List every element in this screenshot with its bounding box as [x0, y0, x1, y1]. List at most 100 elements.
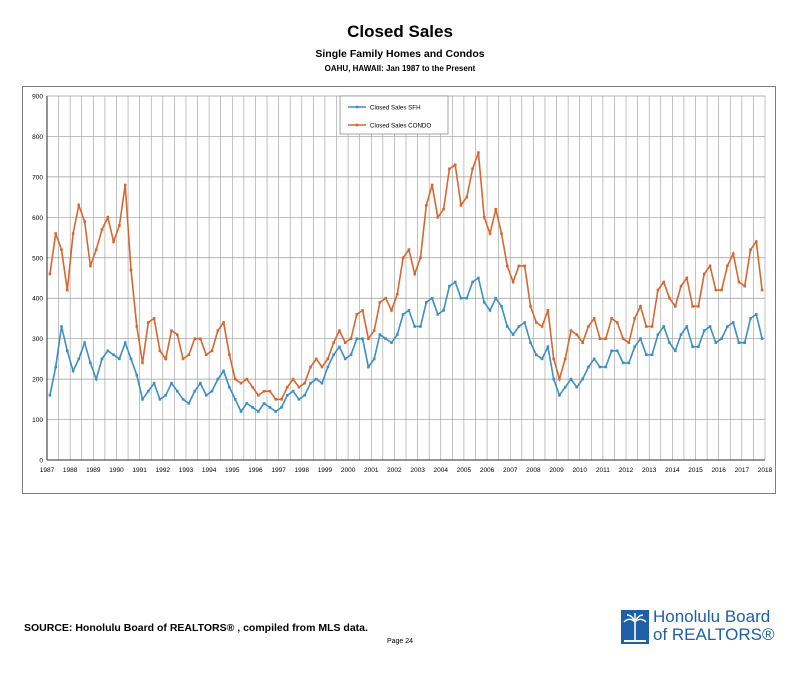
data-point-condo	[453, 163, 457, 167]
data-point-condo	[372, 329, 376, 332]
data-point-sfh	[54, 365, 57, 369]
data-point-sfh	[540, 357, 544, 361]
x-tick-label: 2014	[665, 467, 680, 474]
data-point-condo	[268, 389, 272, 393]
data-point-sfh	[760, 337, 764, 340]
data-point-sfh	[251, 406, 254, 409]
source-note: SOURCE: Honolulu Board of REALTORS® , co…	[24, 622, 368, 634]
x-tick-label: 1989	[86, 467, 101, 474]
data-point-condo	[309, 365, 312, 369]
x-tick-label: 2018	[758, 467, 773, 474]
data-point-condo	[320, 365, 324, 369]
data-point-condo	[575, 333, 579, 336]
data-point-condo	[639, 305, 642, 308]
data-point-sfh	[430, 296, 434, 300]
data-point-sfh	[66, 349, 69, 353]
data-point-sfh	[517, 325, 521, 328]
data-point-sfh	[332, 353, 335, 357]
data-point-sfh	[610, 349, 613, 353]
data-point-condo	[152, 317, 156, 320]
data-point-condo	[349, 337, 353, 340]
data-point-condo	[390, 309, 393, 312]
data-point-condo	[523, 264, 526, 268]
data-point-sfh	[94, 377, 98, 381]
data-point-condo	[442, 207, 445, 211]
data-point-condo	[280, 398, 283, 401]
data-point-sfh	[320, 381, 324, 385]
data-point-condo	[517, 264, 521, 268]
y-tick-label: 900	[32, 94, 43, 101]
x-tick-label: 2012	[619, 467, 634, 474]
data-point-sfh	[176, 389, 179, 393]
data-point-condo	[726, 264, 729, 268]
y-tick-label: 200	[32, 377, 43, 384]
x-tick-label: 1987	[40, 467, 55, 474]
data-point-sfh	[639, 337, 642, 340]
data-point-sfh	[158, 398, 162, 401]
x-tick-label: 2016	[711, 467, 726, 474]
data-point-sfh	[164, 394, 167, 397]
data-point-condo	[645, 325, 648, 328]
data-point-sfh	[598, 365, 602, 369]
y-tick-label: 600	[32, 215, 43, 222]
data-point-condo	[326, 357, 330, 361]
data-point-sfh	[228, 385, 231, 389]
data-point-sfh	[668, 341, 671, 344]
data-point-sfh	[291, 389, 295, 393]
data-point-condo	[598, 337, 602, 340]
data-point-condo	[587, 325, 590, 328]
data-point-sfh	[384, 337, 387, 340]
data-point-sfh	[575, 385, 579, 389]
data-point-condo	[228, 353, 231, 357]
x-tick-label: 1997	[271, 467, 286, 474]
data-point-condo	[361, 309, 364, 312]
data-point-condo	[430, 183, 434, 187]
data-point-condo	[627, 341, 631, 344]
data-point-sfh	[216, 377, 220, 381]
data-point-condo	[106, 216, 110, 219]
data-point-condo	[118, 224, 121, 227]
data-point-sfh	[529, 341, 532, 344]
data-point-condo	[668, 296, 671, 300]
x-tick-label: 1995	[225, 467, 240, 474]
data-point-condo	[100, 228, 104, 231]
data-point-condo	[77, 203, 81, 207]
data-point-condo	[129, 268, 133, 272]
data-point-sfh	[170, 381, 173, 385]
data-point-condo	[743, 284, 746, 288]
data-point-sfh	[459, 296, 463, 300]
legend-label: Closed Sales SFH	[370, 104, 421, 111]
data-point-condo	[54, 232, 57, 235]
y-tick-label: 0	[39, 458, 43, 465]
x-tick-label: 2006	[480, 467, 495, 474]
data-point-sfh	[650, 353, 654, 357]
data-point-condo	[674, 305, 677, 308]
data-point-sfh	[396, 333, 399, 336]
data-point-sfh	[338, 345, 341, 349]
data-point-sfh	[697, 345, 700, 349]
data-point-sfh	[297, 398, 301, 401]
data-point-condo	[482, 216, 486, 219]
data-point-condo	[239, 381, 243, 385]
data-point-sfh	[401, 313, 405, 316]
data-point-condo	[563, 357, 567, 361]
data-point-sfh	[303, 394, 306, 397]
data-point-sfh	[482, 301, 486, 304]
data-point-sfh	[262, 402, 266, 405]
data-point-sfh	[679, 333, 683, 336]
data-point-sfh	[135, 373, 139, 377]
x-tick-label: 1988	[63, 467, 78, 474]
data-point-condo	[494, 207, 497, 211]
x-tick-label: 2017	[735, 467, 750, 474]
data-point-condo	[233, 377, 237, 381]
data-point-sfh	[726, 325, 729, 328]
data-point-condo	[274, 398, 277, 401]
data-point-condo	[170, 329, 173, 332]
data-point-condo	[650, 325, 654, 328]
data-point-condo	[552, 357, 555, 361]
data-point-condo	[401, 256, 405, 260]
data-point-sfh	[546, 345, 550, 349]
data-point-sfh	[60, 325, 63, 328]
data-point-condo	[610, 317, 613, 320]
data-point-condo	[569, 329, 573, 332]
